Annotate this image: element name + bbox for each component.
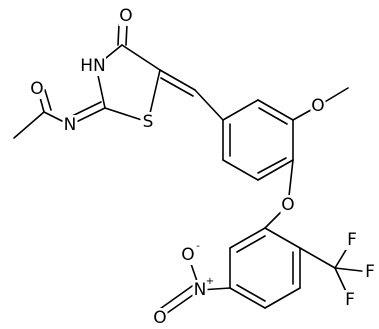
label-background	[29, 79, 45, 99]
label-background	[192, 280, 208, 300]
label-background	[344, 230, 360, 250]
atom-charge: -	[196, 241, 200, 252]
atom-label: N	[194, 280, 207, 300]
atom-label: O	[30, 79, 43, 99]
label-background	[362, 262, 378, 282]
atom-label: O	[119, 6, 132, 26]
atom-label: O	[281, 195, 294, 215]
label-background	[62, 115, 78, 135]
atom-label: F	[365, 262, 375, 282]
label-background	[280, 195, 296, 215]
atom-label: O	[181, 245, 194, 265]
atom-label: S	[143, 112, 154, 132]
atom-label: F	[347, 230, 357, 250]
label-background	[180, 245, 196, 265]
atom-label: O	[153, 308, 166, 328]
atom-charge: +	[206, 276, 214, 287]
bonds	[13, 23, 371, 319]
label-background	[80, 56, 106, 76]
atom-label: N	[64, 115, 77, 135]
atom-label: O	[311, 96, 324, 116]
atom-label: HN	[80, 56, 106, 76]
label-background	[310, 96, 326, 116]
label-background	[140, 112, 156, 132]
label-background	[342, 290, 358, 310]
atom-label: F	[345, 290, 355, 310]
label-background	[152, 308, 168, 328]
label-background	[118, 6, 134, 26]
